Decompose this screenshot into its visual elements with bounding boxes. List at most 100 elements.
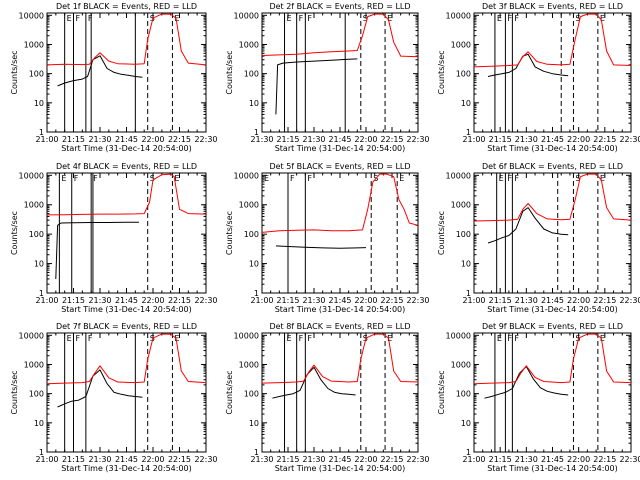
- y-axis-label: Counts/sec: [10, 50, 19, 94]
- x-tick-label: 22:15: [168, 455, 191, 464]
- y-tick-label: 10000: [446, 171, 471, 180]
- marker-label: E: [264, 174, 269, 183]
- series-lld-line: [261, 173, 419, 233]
- marker-label: E: [287, 334, 292, 343]
- y-axis-label: Counts/sec: [10, 370, 19, 414]
- x-axis-label: Start Time (31-Dec-14 20:54:00): [487, 464, 618, 473]
- y-tick-label: 100: [29, 390, 44, 399]
- x-tick-label: 21:00: [35, 455, 58, 464]
- y-axis-label: Counts/sec: [225, 50, 234, 94]
- x-tick-label: 21:15: [62, 135, 85, 144]
- marker-label: E: [67, 334, 72, 343]
- y-tick-label: 1: [254, 289, 259, 298]
- x-tick-label: 22:30: [406, 296, 429, 305]
- x-tick-label: 21:15: [489, 135, 512, 144]
- x-tick-label: 22:15: [168, 296, 191, 305]
- marker-label: F: [307, 174, 312, 183]
- x-tick-label: 21:45: [115, 455, 138, 464]
- y-axis-label: Counts/sec: [225, 370, 234, 414]
- panel-det-9: Det 9f BLACK = Events, RED = LLD 1 10 100 10…: [437, 322, 640, 473]
- x-tick-label: 21:30: [515, 296, 538, 305]
- x-tick-label: 21:45: [328, 135, 351, 144]
- plot-frame: [261, 332, 419, 453]
- x-axis-label: Start Time (31-Dec-14 20:54:00): [61, 464, 192, 473]
- series-events-line: [275, 245, 367, 249]
- y-tick-label: 100: [244, 70, 259, 79]
- x-tick-label: 21:30: [250, 135, 273, 144]
- x-tick-label: 22:15: [593, 296, 616, 305]
- plot-frame: [473, 12, 632, 133]
- marker-label: S: [363, 334, 368, 343]
- series-events-line: [487, 53, 569, 77]
- panel-title: Det 5f BLACK = Events, RED = LLD: [269, 162, 410, 171]
- x-tick-label: 21:45: [541, 135, 564, 144]
- y-axis-label: Counts/sec: [437, 211, 446, 255]
- x-tick-label: 21:45: [541, 455, 564, 464]
- x-tick-label: 22:00: [141, 455, 164, 464]
- x-tick-label: 21:45: [328, 296, 351, 305]
- y-tick-label: 10000: [19, 331, 44, 340]
- marker-label: E: [287, 14, 292, 23]
- y-tick-label: 100: [456, 230, 471, 239]
- y-tick-label: 1000: [239, 40, 259, 49]
- x-tick-label: 21:00: [250, 296, 273, 305]
- marker-label: S: [575, 334, 580, 343]
- marker-label: E: [61, 174, 66, 183]
- y-tick-label: 10: [34, 99, 44, 108]
- y-tick-label: 1000: [24, 201, 44, 210]
- x-tick-label: 22:00: [141, 135, 164, 144]
- x-tick-label: 21:30: [515, 135, 538, 144]
- marker-label: F: [507, 14, 512, 23]
- y-tick-label: 1: [39, 448, 44, 457]
- marker-label: E: [174, 334, 179, 343]
- marker-label: F: [514, 174, 519, 183]
- panel-det-1: Det 1f BLACK = Events, RED = LLD 1 10 100 10…: [10, 2, 218, 153]
- panel-title: Det 3f BLACK = Events, RED = LLD: [482, 2, 623, 11]
- x-tick-label: 22:30: [619, 455, 640, 464]
- x-tick-label: 22:15: [593, 455, 616, 464]
- panel-title: Det 7f BLACK = Events, RED = LLD: [56, 322, 197, 331]
- x-tick-label: 22:30: [194, 455, 217, 464]
- y-axis-label: Counts/sec: [225, 211, 234, 255]
- series-events-line: [55, 221, 139, 280]
- x-tick-label: 21:30: [88, 135, 111, 144]
- y-tick-label: 100: [456, 390, 471, 399]
- x-tick-label: 22:00: [141, 296, 164, 305]
- series-lld-line: [473, 333, 632, 385]
- x-tick-label: 21:00: [35, 135, 58, 144]
- x-tick-label: 21:30: [302, 455, 325, 464]
- series-events-line: [57, 369, 143, 408]
- series-lld-line: [261, 333, 419, 384]
- marker-label: F: [74, 174, 79, 183]
- marker-label: E: [67, 14, 72, 23]
- y-tick-label: 100: [244, 230, 259, 239]
- y-tick-label: 1000: [451, 201, 471, 210]
- x-tick-label: 21:30: [302, 296, 325, 305]
- marker-label: E: [387, 334, 392, 343]
- x-tick-label: 21:30: [88, 296, 111, 305]
- plot-frame: [261, 12, 419, 133]
- panel-title: Det 2f BLACK = Events, RED = LLD: [269, 2, 410, 11]
- x-tick-label: 21:00: [462, 455, 485, 464]
- marker-label: E: [497, 334, 502, 343]
- panel-det-8: Det 8f BLACK = Events, RED = LLD 1 10 100 10…: [225, 322, 430, 473]
- series-lld-line: [46, 13, 207, 66]
- x-tick-label: 21:45: [115, 296, 138, 305]
- x-axis-label: Start Time (31-Dec-14 20:54:00): [275, 144, 406, 153]
- x-tick-label: 21:30: [302, 135, 325, 144]
- panel-det-2: Det 2f BLACK = Events, RED = LLD 1 10 100 10…: [225, 2, 430, 153]
- y-tick-label: 10: [249, 99, 259, 108]
- x-axis-label: Start Time (31-Dec-14 20:54:00): [275, 464, 406, 473]
- x-tick-label: 22:15: [593, 135, 616, 144]
- x-tick-label: 22:30: [406, 455, 429, 464]
- y-tick-label: 100: [456, 70, 471, 79]
- series-events-line: [487, 207, 569, 244]
- panel-det-5: Det 5f BLACK = Events, RED = LLD 1 10 100 10…: [225, 162, 430, 314]
- plot-frame: [46, 12, 207, 133]
- series-lld-line: [46, 173, 207, 216]
- y-tick-label: 1000: [24, 40, 44, 49]
- y-tick-label: 1000: [24, 360, 44, 369]
- series-events-line: [275, 58, 358, 115]
- y-tick-label: 10: [249, 260, 259, 269]
